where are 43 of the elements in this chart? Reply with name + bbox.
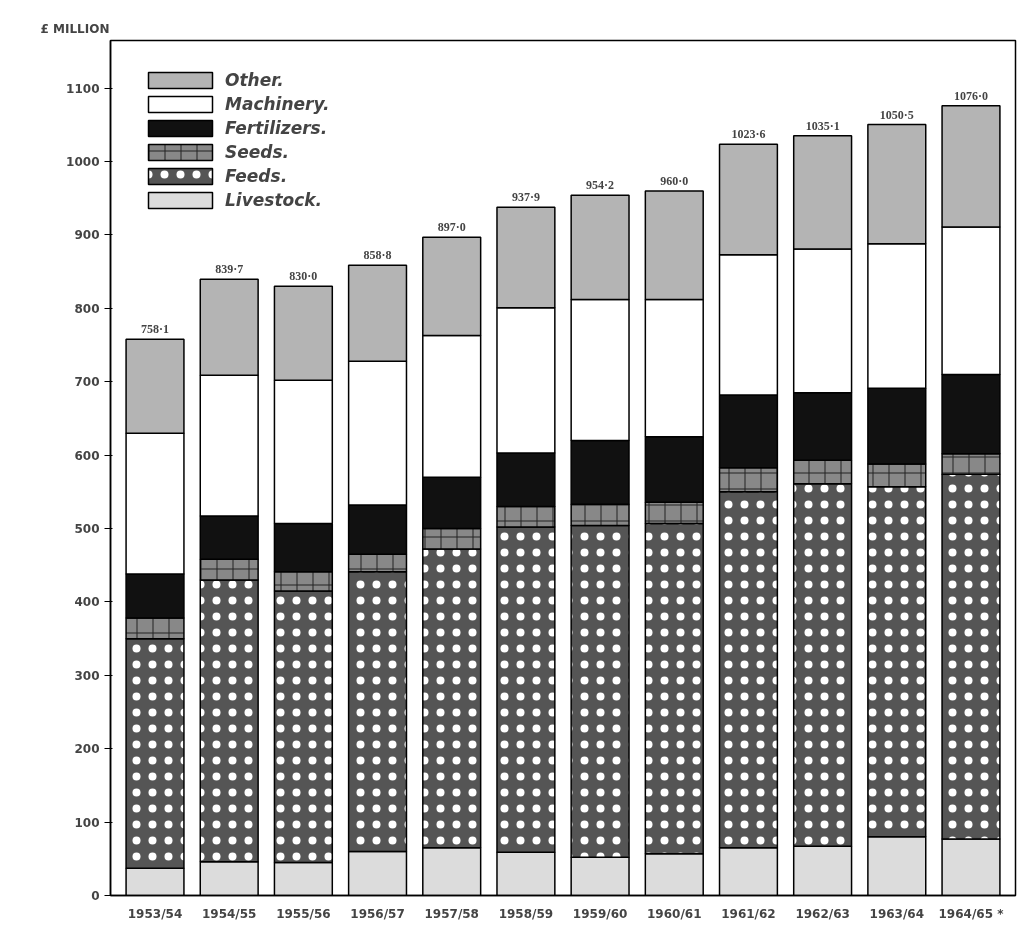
y-tick-label: 100 bbox=[74, 815, 100, 830]
x-tick-label: 1964/65 * bbox=[938, 906, 1005, 921]
x-tick-label: 1953/54 bbox=[127, 906, 183, 921]
x-tick-label: 1962/63 bbox=[795, 906, 850, 921]
total-label: 1050·5 bbox=[879, 107, 914, 122]
x-tick-label: 1957/58 bbox=[424, 906, 479, 921]
x-tick-label: 1961/62 bbox=[721, 906, 776, 921]
total-label: 1035·1 bbox=[805, 118, 840, 133]
total-label: 839·7 bbox=[215, 262, 244, 277]
x-tick-label: 1958/59 bbox=[498, 906, 554, 921]
legend-label: Feeds. bbox=[225, 166, 288, 186]
x-tick-label: 1955/56 bbox=[276, 906, 331, 921]
x-tick-label: 1960/61 bbox=[647, 906, 702, 921]
y-axis-title: £ MILLION bbox=[40, 21, 110, 36]
legend-label: Seeds. bbox=[225, 142, 290, 162]
y-tick-label: 1000 bbox=[66, 155, 100, 170]
x-tick-label: 1956/57 bbox=[350, 906, 405, 921]
y-tick-label: 1100 bbox=[66, 81, 100, 96]
total-label: 897·0 bbox=[437, 220, 466, 235]
y-tick-label: 500 bbox=[74, 522, 100, 537]
total-label: 1023·6 bbox=[731, 127, 766, 142]
total-label: 1076·0 bbox=[953, 88, 989, 103]
total-label: 960·0 bbox=[660, 173, 689, 188]
x-tick-label: 1954/55 bbox=[201, 906, 257, 921]
y-tick-label: 600 bbox=[74, 448, 100, 463]
total-label: 954·2 bbox=[586, 178, 615, 193]
y-tick-label: 700 bbox=[74, 375, 100, 390]
total-label: 937·9 bbox=[511, 190, 540, 205]
x-tick-label: 1963/64 bbox=[869, 906, 925, 921]
legend-label: Other. bbox=[225, 70, 284, 90]
y-tick-label: 900 bbox=[74, 228, 100, 243]
total-label: 758·1 bbox=[141, 322, 170, 337]
y-tick-label: 0 bbox=[91, 889, 100, 903]
x-tick-label: 1959/60 bbox=[572, 906, 628, 921]
total-label: 830·0 bbox=[289, 269, 318, 284]
total-label: 858·8 bbox=[363, 248, 392, 263]
y-tick-label: 800 bbox=[74, 301, 100, 316]
legend-label: Machinery. bbox=[225, 94, 330, 114]
y-tick-label: 200 bbox=[74, 742, 100, 757]
y-tick-label: 300 bbox=[74, 668, 100, 683]
legend-label: Fertilizers. bbox=[225, 118, 328, 138]
y-tick-label: 400 bbox=[74, 595, 100, 610]
legend-label: Livestock. bbox=[225, 190, 323, 210]
